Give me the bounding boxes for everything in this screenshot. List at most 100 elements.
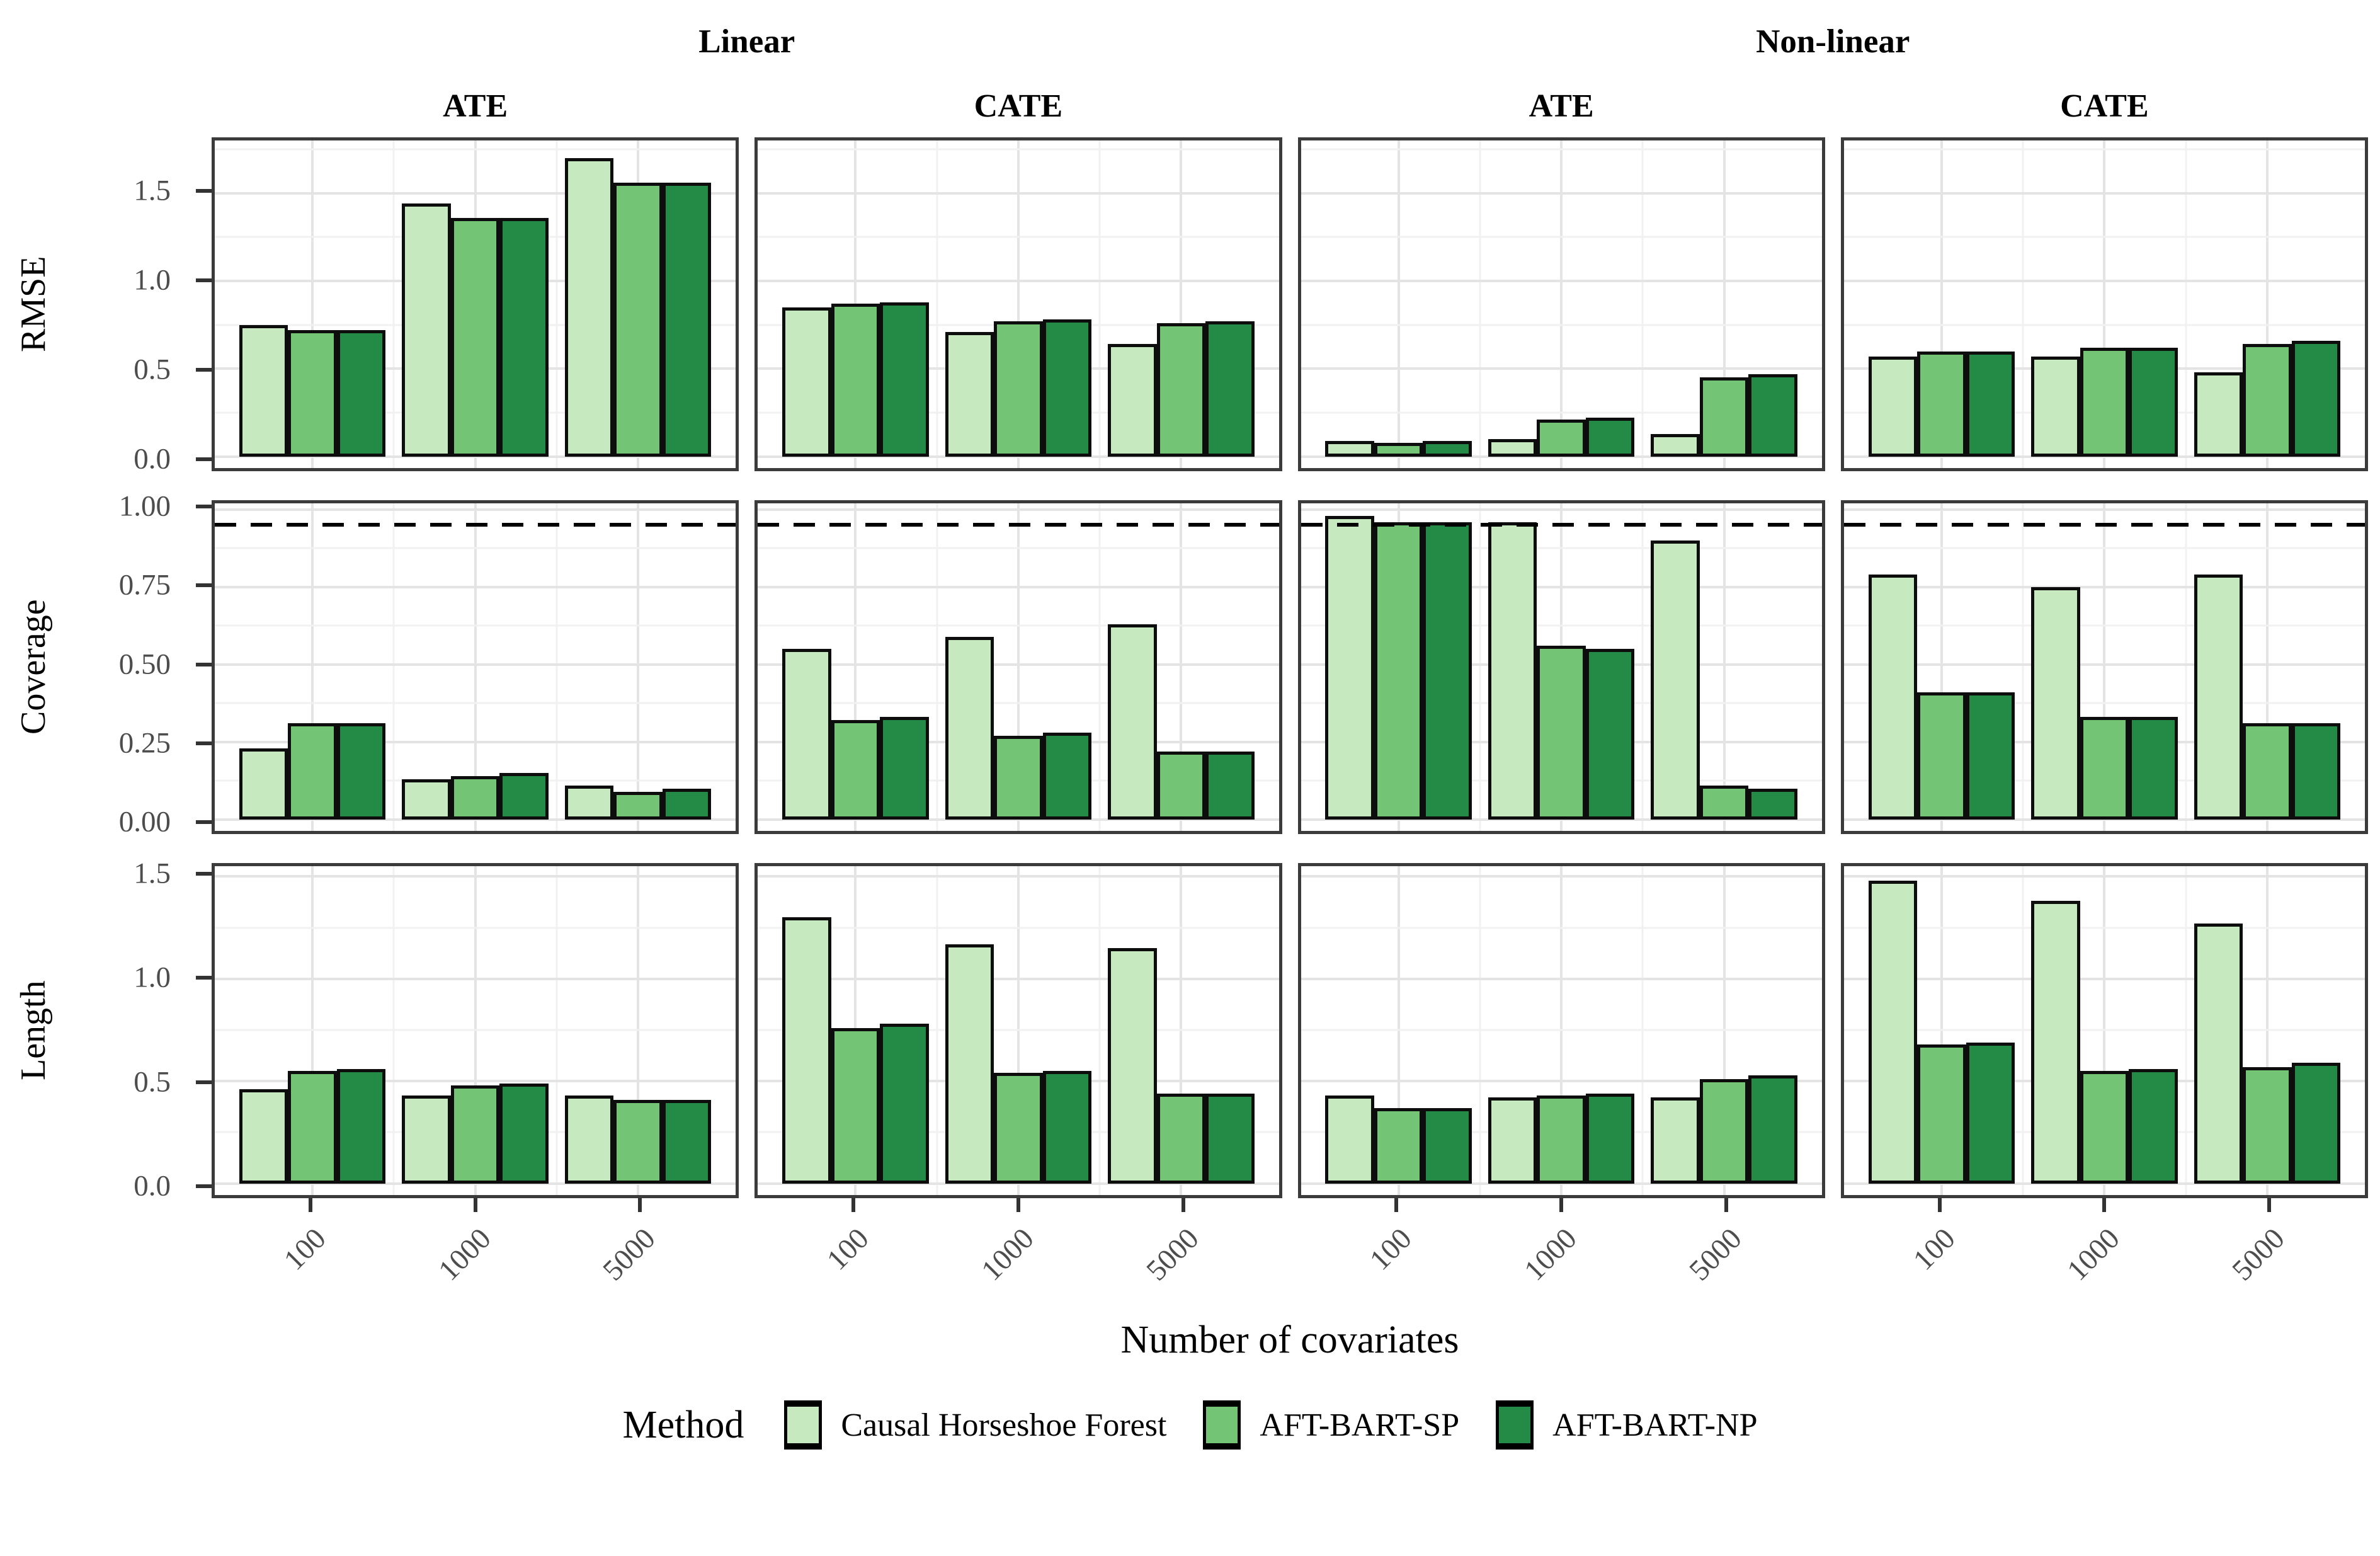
bar-aft-bart-np xyxy=(2129,717,2178,820)
y-tick-mark xyxy=(196,1184,212,1189)
bar-aft-bart-sp xyxy=(450,775,500,820)
bar-causal-horseshoe-forest xyxy=(402,779,451,820)
legend-item-aft-bart-sp: AFT-BART-SP xyxy=(1203,1400,1459,1450)
gridline-vertical-minor xyxy=(2022,140,2024,468)
bar-aft-bart-sp xyxy=(288,330,337,457)
bar-aft-bart-np xyxy=(662,182,712,457)
facet-header-cate-linear: CATE xyxy=(974,88,1063,124)
bar-aft-bart-sp xyxy=(994,735,1043,820)
bar-causal-horseshoe-forest xyxy=(1488,522,1537,820)
bar-aft-bart-np xyxy=(1042,733,1092,820)
bar-causal-horseshoe-forest xyxy=(1651,433,1700,457)
bar-causal-horseshoe-forest xyxy=(1488,1097,1537,1184)
bar-aft-bart-sp xyxy=(1537,420,1586,457)
gridline-horizontal-major xyxy=(215,740,736,743)
gridline-horizontal-major xyxy=(215,663,736,666)
gridline-horizontal-minor xyxy=(1301,624,1822,627)
y-tick-label: 0.25 xyxy=(118,726,171,760)
bar-aft-bart-np xyxy=(1748,374,1797,457)
bar-causal-horseshoe-forest xyxy=(782,649,831,820)
gridline-horizontal-major xyxy=(1301,1182,1822,1185)
bar-aft-bart-sp xyxy=(831,304,880,457)
nominal-coverage-reference-line xyxy=(215,523,736,527)
bar-aft-bart-np xyxy=(1585,418,1635,457)
gridline-horizontal-minor xyxy=(215,702,736,704)
bar-aft-bart-np xyxy=(2291,723,2341,820)
gridline-horizontal-minor xyxy=(1843,324,2365,326)
facet-header-cate-nonlinear: CATE xyxy=(2060,88,2149,124)
gridline-horizontal-minor xyxy=(758,927,1279,929)
bar-aft-bart-np xyxy=(880,302,929,457)
bar-aft-bart-np xyxy=(499,1083,549,1184)
gridline-vertical-major xyxy=(1722,503,1726,831)
gridline-horizontal-major xyxy=(215,192,736,195)
y-tick-label: 0.75 xyxy=(118,568,171,602)
y-axis-length: Length 0.0 0.5 1.0 1.5 xyxy=(12,859,212,1203)
y-tick-label: 0.0 xyxy=(134,1169,171,1203)
legend-item-chf: Causal Horseshoe Forest xyxy=(784,1400,1166,1450)
gridline-vertical-major xyxy=(1180,503,1183,831)
gridline-horizontal-major xyxy=(1843,875,2365,878)
bar-aft-bart-sp xyxy=(1917,1044,1966,1184)
gridline-vertical-major xyxy=(1397,140,1400,468)
legend-swatch-chf xyxy=(784,1400,823,1450)
x-tick-mark xyxy=(308,1198,312,1212)
gridline-horizontal-major xyxy=(215,508,736,511)
nominal-coverage-reference-line xyxy=(1843,523,2365,527)
gridline-vertical-minor xyxy=(936,503,938,831)
y-tick-mark xyxy=(196,278,212,283)
x-tick-mark xyxy=(1724,1198,1728,1212)
y-tick-label: 0.5 xyxy=(134,353,171,386)
gridline-vertical-major xyxy=(854,503,857,831)
bar-aft-bart-np xyxy=(1585,1093,1635,1184)
bar-aft-bart-np xyxy=(880,717,929,820)
bar-causal-horseshoe-forest xyxy=(564,157,614,457)
gridline-horizontal-major xyxy=(215,1182,736,1185)
gridline-vertical-major xyxy=(1940,140,1943,468)
y-tick-mark xyxy=(196,1080,212,1084)
gridline-horizontal-major xyxy=(758,280,1279,283)
panel-rmse-linear-ate xyxy=(212,137,739,471)
legend-label-aft-bart-np: AFT-BART-NP xyxy=(1552,1407,1758,1443)
y-tick-label: 1.5 xyxy=(134,174,171,207)
x-tick-mark xyxy=(2102,1198,2107,1212)
y-tick-label: 1.0 xyxy=(134,263,171,297)
x-tick-mark xyxy=(851,1198,856,1212)
x-axis-title: Number of covariates xyxy=(1120,1319,1459,1361)
bar-aft-bart-np xyxy=(1748,1075,1797,1184)
bar-aft-bart-sp xyxy=(2080,347,2129,457)
gridline-horizontal-minor xyxy=(1843,148,2365,151)
gridline-horizontal-major xyxy=(1301,508,1822,511)
bar-aft-bart-np xyxy=(1205,751,1255,820)
bar-aft-bart-sp xyxy=(2243,1067,2292,1184)
bar-aft-bart-np xyxy=(499,217,549,457)
gridline-vertical-major xyxy=(1560,140,1563,468)
bar-causal-horseshoe-forest xyxy=(239,748,288,820)
bar-aft-bart-np xyxy=(1966,1042,2015,1184)
y-tick-mark xyxy=(196,820,212,825)
x-axis-col-4: 100 1000 5000 xyxy=(1841,1198,2368,1301)
facet-header-ate-linear: ATE xyxy=(443,88,508,124)
gridline-vertical-major xyxy=(2265,503,2269,831)
gridline-vertical-minor xyxy=(1641,140,1644,468)
bar-aft-bart-sp xyxy=(994,321,1043,457)
y-tick-label: 1.00 xyxy=(118,489,171,523)
gridline-horizontal-major xyxy=(758,508,1279,511)
bar-aft-bart-np xyxy=(1585,649,1635,820)
bar-aft-bart-sp xyxy=(1537,1095,1586,1184)
y-tick-label: 0.5 xyxy=(134,1065,171,1099)
gridline-horizontal-major xyxy=(1843,192,2365,195)
bar-aft-bart-sp xyxy=(1374,1107,1423,1184)
bar-causal-horseshoe-forest xyxy=(1325,1095,1374,1184)
gridline-horizontal-minor xyxy=(1843,1029,2365,1031)
gridline-horizontal-minor xyxy=(1843,624,2365,627)
bar-aft-bart-sp xyxy=(288,1071,337,1184)
bar-aft-bart-np xyxy=(1423,522,1472,820)
gridline-vertical-minor xyxy=(392,140,395,468)
bar-aft-bart-sp xyxy=(613,791,663,820)
gridline-vertical-minor xyxy=(2185,503,2187,831)
gridline-horizontal-major xyxy=(215,455,736,458)
panel-length-linear-cate xyxy=(754,863,1282,1198)
nominal-coverage-reference-line xyxy=(758,523,1279,527)
x-axis-col-2: 100 1000 5000 xyxy=(754,1198,1282,1301)
